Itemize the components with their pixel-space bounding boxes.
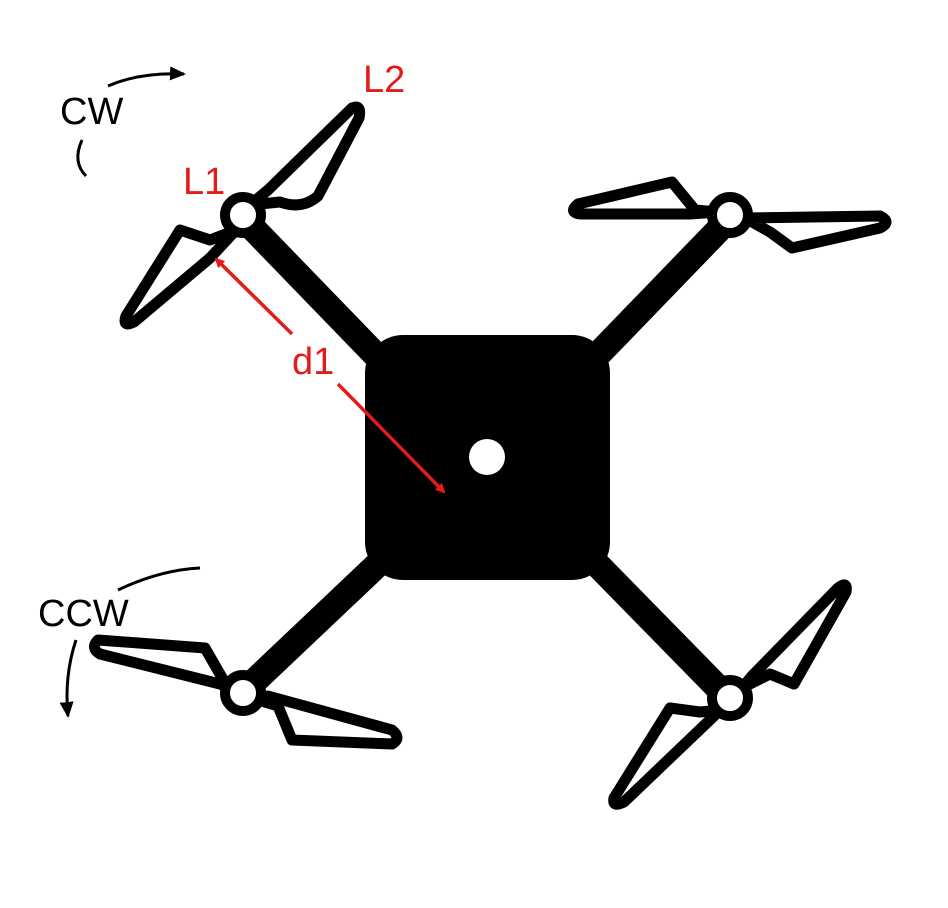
arm-front-right bbox=[572, 205, 743, 381]
ccw-label: CCW bbox=[38, 593, 129, 635]
arm-front-left bbox=[230, 205, 408, 388]
ccw-arrow bbox=[59, 639, 78, 718]
propeller-rear-right bbox=[608, 579, 852, 810]
propeller-blade bbox=[252, 690, 403, 750]
d1-arrow-lower bbox=[336, 382, 446, 494]
center-of-mass-marker bbox=[469, 439, 505, 475]
arms bbox=[230, 205, 743, 713]
propeller-blade bbox=[739, 210, 892, 254]
motor-hub-front-left bbox=[220, 192, 266, 238]
motor-hub-front-right bbox=[707, 192, 753, 238]
propeller-front-right bbox=[568, 176, 892, 254]
l2-label: L2 bbox=[363, 59, 405, 101]
ccw-tail bbox=[117, 566, 201, 592]
propeller-blade bbox=[89, 634, 234, 694]
arm-rear-right bbox=[572, 539, 743, 713]
propeller-front-left bbox=[119, 101, 366, 330]
d1-arrow-upper bbox=[214, 257, 294, 336]
d1-label: d1 bbox=[292, 341, 334, 383]
cw-tail bbox=[76, 139, 88, 178]
cw-arrow bbox=[107, 66, 186, 88]
propeller-blade-l2 bbox=[244, 101, 366, 211]
arm-rear-left bbox=[230, 535, 408, 705]
motor-hub-rear-left bbox=[220, 670, 266, 716]
propeller-rear-left bbox=[89, 634, 403, 750]
motor-hub-rear-right bbox=[707, 675, 753, 721]
propeller-blade bbox=[608, 702, 726, 810]
cw-label: CW bbox=[60, 91, 123, 133]
propeller-blade bbox=[568, 176, 724, 220]
distance-annotation: d1 bbox=[214, 257, 446, 494]
l1-label: L1 bbox=[183, 161, 225, 203]
propeller-blade-l1 bbox=[119, 224, 242, 330]
propeller-blade bbox=[736, 579, 852, 694]
rotation-indicators: CW CCW bbox=[38, 66, 201, 718]
